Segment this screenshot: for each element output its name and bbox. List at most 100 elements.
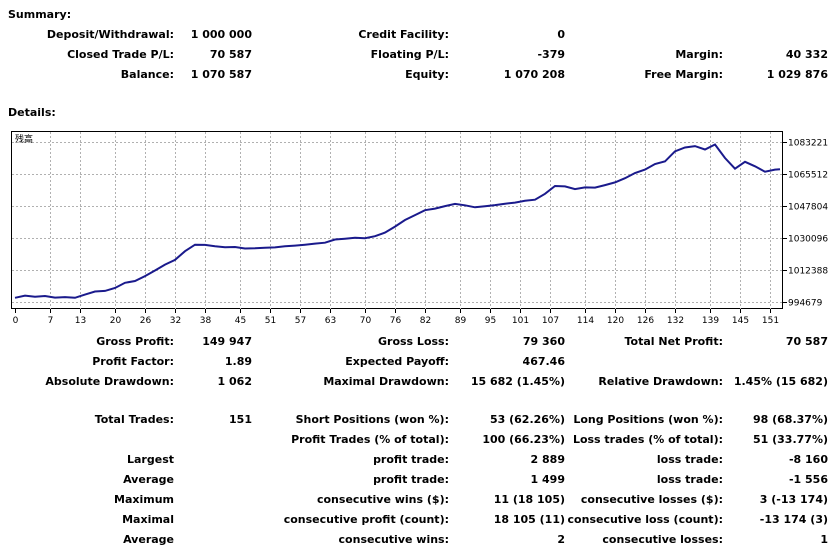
y-tick-label: 1030096: [788, 235, 828, 245]
row-prefix: Maximal: [122, 513, 174, 526]
x-tick-label: 26: [140, 316, 152, 326]
row-right-label: loss trade:: [656, 453, 723, 466]
gross-profit-value: 149 947: [202, 335, 252, 348]
x-tick-label: 89: [455, 316, 467, 326]
x-tick-label: 0: [13, 316, 19, 326]
row-mid-label: profit trade:: [373, 453, 449, 466]
x-tick-label: 7: [48, 316, 54, 326]
row-mid-value: 1 499: [530, 473, 565, 486]
row-prefix: Largest: [127, 453, 174, 466]
gross-profit-label: Gross Profit:: [96, 335, 174, 348]
total-net-profit-value: 70 587: [785, 335, 828, 348]
deposit-withdrawal-value: 1 000 000: [190, 28, 252, 41]
total-trades-label: Total Trades:: [94, 413, 174, 426]
maximal-drawdown-value: 15 682 (1.45%): [470, 375, 565, 388]
row-right-label: consecutive losses:: [602, 533, 723, 546]
margin-value: 40 332: [785, 48, 828, 61]
deposit-withdrawal-label: Deposit/Withdrawal:: [46, 28, 174, 41]
equity-value: 1 070 208: [503, 68, 565, 81]
x-tick-label: 63: [325, 316, 336, 326]
row-right-label: loss trade:: [656, 473, 723, 486]
x-tick-label: 145: [732, 316, 749, 326]
x-tick-label: 120: [607, 316, 624, 326]
row-mid-label: consecutive wins:: [338, 533, 449, 546]
row-mid-label: consecutive wins ($):: [316, 493, 449, 506]
row-mid-label: profit trade:: [373, 473, 449, 486]
margin-label: Margin:: [675, 48, 723, 61]
x-tick-label: 126: [637, 316, 654, 326]
total-trades-value: 151: [229, 413, 252, 426]
row-right-value: -13 174 (3): [759, 513, 828, 526]
relative-drawdown-value: 1.45% (15 682): [733, 375, 828, 388]
x-tick-label: 38: [200, 316, 212, 326]
summary-title: Summary:: [8, 8, 72, 21]
row-right-value: 1: [820, 533, 828, 546]
gross-loss-label: Gross Loss:: [378, 335, 449, 348]
free-margin-label: Free Margin:: [644, 68, 723, 81]
absolute-drawdown-value: 1 062: [217, 375, 252, 388]
x-axis-ticks: 0 7 13 20 26 32 38 45 51 57 63 70 76 82 89 95 101 107 114 1…: [13, 309, 779, 326]
x-tick-label: 20: [110, 316, 122, 326]
balance-series-line: [14, 143, 781, 299]
x-tick-label: 13: [75, 316, 86, 326]
long-positions-label: Long Positions (won %):: [573, 413, 723, 426]
row-mid-value: 2: [557, 533, 565, 546]
total-net-profit-label: Total Net Profit:: [624, 335, 724, 348]
row-mid-label: consecutive profit (count):: [283, 513, 449, 526]
x-tick-label: 95: [485, 316, 496, 326]
y-tick-label: 1012388: [788, 267, 828, 277]
floating-pl-label: Floating P/L:: [370, 48, 449, 61]
legend-label: 残高: [15, 133, 33, 145]
balance-value: 1 070 587: [190, 68, 252, 81]
x-tick-label: 45: [235, 316, 246, 326]
gross-loss-value: 79 360: [522, 335, 565, 348]
credit-facility-label: Credit Facility:: [358, 28, 449, 41]
loss-trades-label: Loss trades (% of total):: [572, 433, 723, 446]
x-tick-label: 132: [667, 316, 684, 326]
credit-facility-value: 0: [557, 28, 565, 41]
x-tick-label: 70: [360, 316, 372, 326]
row-right-value: -8 160: [788, 453, 828, 466]
row-right-label: consecutive losses ($):: [580, 493, 723, 506]
row-prefix: Average: [123, 473, 174, 486]
y-tick-label: 994679: [788, 299, 823, 309]
floating-pl-value: -379: [537, 48, 565, 61]
row-mid-value: 11 (18 105): [493, 493, 565, 506]
maximal-drawdown-label: Maximal Drawdown:: [323, 375, 449, 388]
row-mid-value: 2 889: [530, 453, 565, 466]
details-title: Details:: [8, 106, 56, 119]
row-prefix: Maximum: [114, 493, 174, 506]
x-tick-label: 51: [265, 316, 276, 326]
y-axis-ticks: 994679 1012388 1030096 1047804 1065512 108322…: [783, 139, 828, 309]
long-positions-value: 98 (68.37%): [752, 413, 828, 426]
loss-trades-value: 51 (33.77%): [752, 433, 828, 446]
row-right-label: consecutive loss (count):: [567, 513, 723, 526]
profit-trades-value: 100 (66.23%): [482, 433, 565, 446]
expected-payoff-label: Expected Payoff:: [345, 355, 449, 368]
closed-trade-pl-label: Closed Trade P/L:: [67, 48, 174, 61]
profit-factor-label: Profit Factor:: [92, 355, 174, 368]
x-tick-label: 82: [420, 316, 431, 326]
x-tick-label: 151: [762, 316, 779, 326]
row-right-value: 3 (-13 174): [759, 493, 828, 506]
balance-chart: 994679 1012388 1030096 1047804 1065512 108322…: [11, 131, 828, 326]
profit-factor-value: 1.89: [224, 355, 252, 368]
y-tick-label: 1083221: [788, 139, 828, 149]
profit-trades-label: Profit Trades (% of total):: [291, 433, 449, 446]
x-tick-label: 114: [577, 316, 594, 326]
x-tick-label: 57: [295, 316, 306, 326]
row-mid-value: 18 105 (11): [493, 513, 565, 526]
row-prefix: Average: [123, 533, 174, 546]
absolute-drawdown-label: Absolute Drawdown:: [45, 375, 174, 388]
y-tick-label: 1065512: [788, 171, 828, 181]
x-tick-label: 107: [542, 316, 559, 326]
x-tick-label: 101: [512, 316, 529, 326]
closed-trade-pl-value: 70 587: [209, 48, 252, 61]
short-positions-label: Short Positions (won %):: [295, 413, 449, 426]
balance-label: Balance:: [120, 68, 174, 81]
x-tick-label: 76: [390, 316, 402, 326]
chart-grid: [12, 132, 783, 309]
row-right-value: -1 556: [788, 473, 828, 486]
x-tick-label: 32: [170, 316, 181, 326]
expected-payoff-value: 467.46: [522, 355, 565, 368]
